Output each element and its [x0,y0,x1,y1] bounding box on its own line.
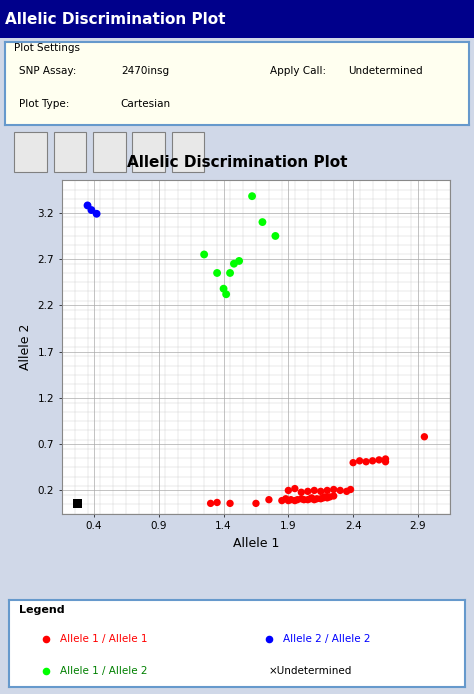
Point [282,493,290,505]
Point [201,249,208,260]
Point [330,484,337,495]
Point [213,497,221,508]
Bar [14,132,46,172]
Point [369,455,376,466]
Text: 2470insg: 2470insg [121,66,169,76]
Point [349,457,357,468]
Point [84,200,91,211]
Text: Legend: Legend [18,604,64,615]
Bar [93,132,126,172]
Point [287,494,295,505]
Point [375,455,383,466]
Point [304,486,311,497]
Point [310,494,318,505]
Point [73,498,81,509]
Point [284,495,292,506]
Point [317,493,325,505]
Point [298,493,305,505]
Point [291,483,299,494]
Text: Cartesian: Cartesian [121,99,171,109]
Point [307,493,314,505]
Point [298,486,305,498]
Text: ×Undetermined: ×Undetermined [269,666,352,677]
Point [272,230,279,242]
Point [347,484,355,495]
Point [337,485,344,496]
Bar [54,132,86,172]
Point [382,453,389,464]
Text: Allelic Discrimination Plot: Allelic Discrimination Plot [5,12,225,26]
Text: Allele 2 / Allele 2: Allele 2 / Allele 2 [283,634,370,644]
Point [284,485,292,496]
Point [323,492,331,503]
Point [265,494,273,505]
Bar [132,132,165,172]
Point [321,491,328,502]
Text: Apply Call:: Apply Call: [270,66,326,76]
Point [222,289,230,300]
Point [304,494,311,505]
Point [259,217,266,228]
Point [93,208,100,219]
Text: SNP Assay:: SNP Assay: [18,66,76,76]
Point [300,494,308,505]
Point [362,456,370,467]
Point [213,267,221,278]
Point [343,486,350,497]
Text: Plot Type:: Plot Type: [18,99,69,109]
Point [356,455,364,466]
Point [230,258,238,269]
Point [226,267,234,278]
Point [248,191,256,202]
Point [226,498,234,509]
Point [293,494,301,505]
Point [220,283,228,294]
Point [326,491,334,502]
Y-axis label: Allele 2: Allele 2 [19,324,32,370]
Point [278,495,286,506]
Point [319,492,327,503]
X-axis label: Allele 1: Allele 1 [233,536,279,550]
Point [252,498,260,509]
Point [420,431,428,442]
Point [323,485,331,496]
Bar [172,132,204,172]
Point [291,495,299,506]
Point [317,486,325,497]
Text: Allelic Discrimination Plot: Allelic Discrimination Plot [127,155,347,170]
Text: Allele 1 / Allele 2: Allele 1 / Allele 2 [60,666,147,677]
Point [88,205,95,216]
Text: Allele 1 / Allele 1: Allele 1 / Allele 1 [60,634,147,644]
Point [235,255,243,266]
Point [313,493,320,505]
Point [330,491,337,502]
Point [382,456,389,467]
Text: Undetermined: Undetermined [348,66,423,76]
Text: Plot Settings: Plot Settings [14,43,80,53]
Point [310,485,318,496]
Point [308,492,316,503]
Point [207,498,214,509]
